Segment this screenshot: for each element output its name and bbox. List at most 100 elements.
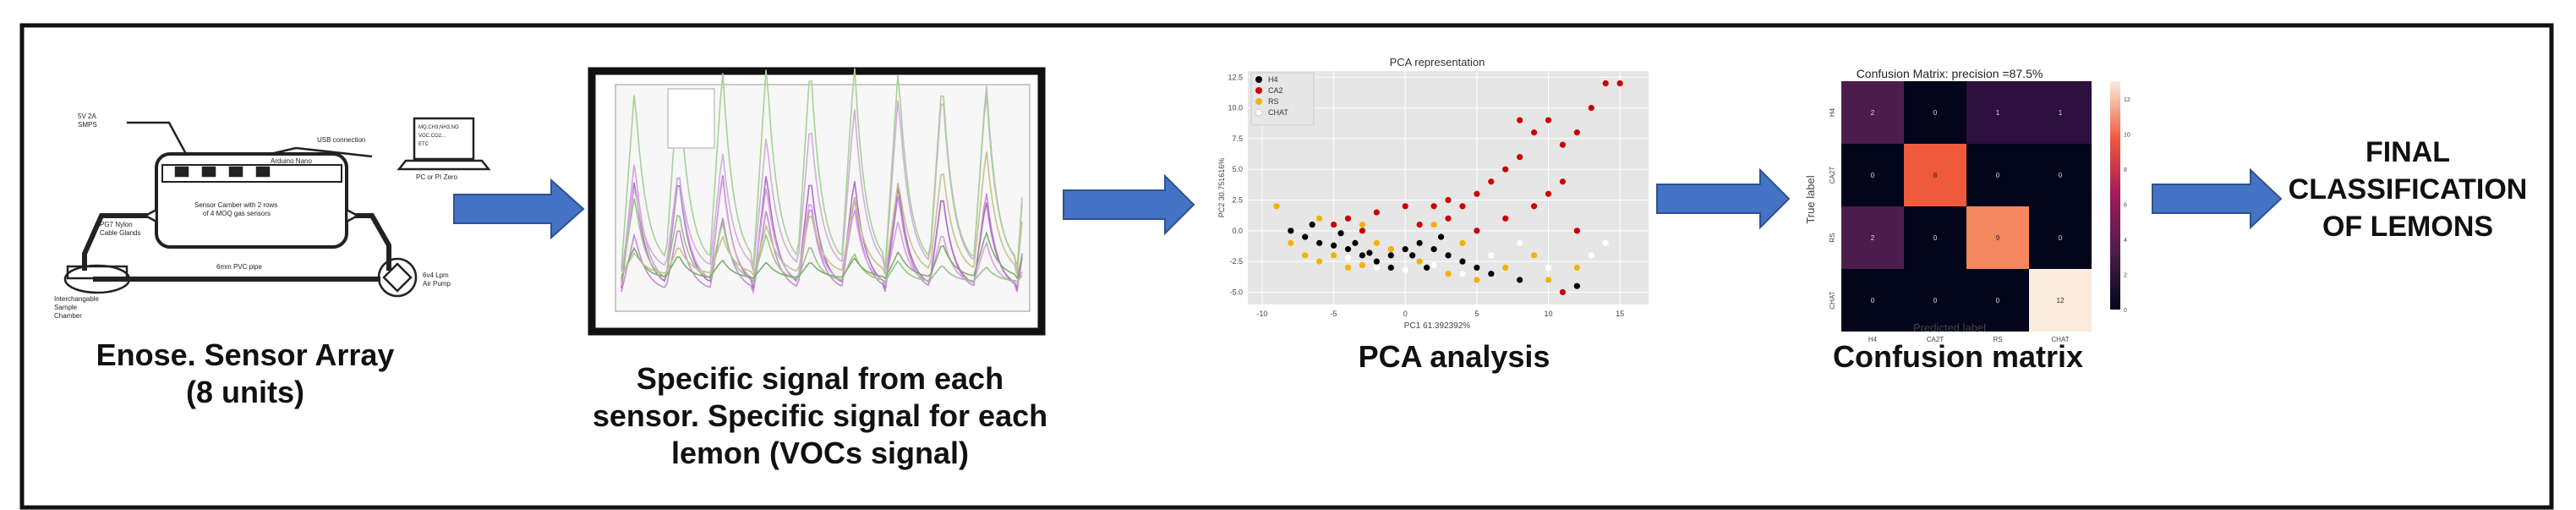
pca-point xyxy=(1359,221,1366,228)
pca-ytick: 0.0 xyxy=(1232,227,1243,235)
pca-ytick: 7.5 xyxy=(1232,134,1243,143)
pca-point xyxy=(1373,239,1380,246)
power-label-2: SMPS xyxy=(78,121,97,129)
final-line-1: FINAL xyxy=(2365,136,2451,168)
pca-point xyxy=(1309,221,1315,228)
glands-label-2: Cable Glands xyxy=(100,229,140,237)
pca-point xyxy=(1337,230,1344,237)
confusion-caption: Confusion matrix xyxy=(1832,339,2083,374)
pca-point xyxy=(1288,228,1294,234)
pca-point xyxy=(1402,266,1408,273)
pca-point xyxy=(1474,264,1480,271)
pca-point xyxy=(1459,258,1466,265)
pca-point xyxy=(1474,190,1480,197)
signals-caption-line-2: sensor. Specific signal for each xyxy=(592,398,1048,433)
cm-xtick: RS xyxy=(1993,336,2002,343)
pca-point xyxy=(1316,239,1323,246)
cm-xtick: CA2T xyxy=(1927,336,1944,343)
pca-point xyxy=(1616,80,1623,87)
cm-cell-value: 2 xyxy=(1871,109,1875,117)
pca-xtick: -5 xyxy=(1331,310,1337,318)
sample-label-3: Chamber xyxy=(54,312,82,320)
cm-cell xyxy=(1904,81,1966,144)
signal-curve xyxy=(621,164,1023,288)
cm-cell xyxy=(1904,206,1966,269)
cm-cell xyxy=(1966,206,2029,269)
cm-cell-value: 0 xyxy=(1871,172,1875,179)
pca-point xyxy=(1474,228,1480,234)
signals-caption: Specific signal from each sensor. Specif… xyxy=(583,360,1057,472)
enose-schematic xyxy=(63,117,491,298)
cm-cell-value: 0 xyxy=(1996,297,2000,304)
pca-point xyxy=(1373,258,1380,265)
pipe-label: 6mm PVC pipe xyxy=(216,263,262,271)
cm-cell-value: 0 xyxy=(2059,172,2063,179)
pca-point xyxy=(1573,282,1580,289)
pca-point xyxy=(1344,246,1352,253)
legend-chat: CHAT xyxy=(1268,108,1288,117)
cm-cell-value: 0 xyxy=(1933,297,1938,304)
pca-chart: PCA representation -10 -5 0 5 10 15 12.5 10.0 7.… xyxy=(1217,56,1649,331)
cm-ytick: RS xyxy=(1829,233,1836,242)
enose-caption-line-1: Enose. Sensor Array xyxy=(96,337,395,372)
cm-ytick: CA2T xyxy=(1829,167,1836,184)
cm-cell-value: 9 xyxy=(1996,234,2000,242)
signal-chart xyxy=(588,67,1046,336)
screen-line-2: VOC,CO2... xyxy=(418,134,446,139)
colorbar-tick: 4 xyxy=(2124,238,2127,244)
pca-ytick: -2.5 xyxy=(1229,257,1243,266)
legend-ca2: CA2 xyxy=(1268,86,1283,95)
signal-curve xyxy=(621,175,1023,291)
pca-xtick: 15 xyxy=(1616,310,1624,318)
pca-point xyxy=(1545,117,1552,123)
signals-caption-line-3: lemon (VOCs signal) xyxy=(670,435,970,470)
colorbar-tick: 2 xyxy=(2124,272,2127,278)
flow-arrows xyxy=(453,167,2283,240)
pca-xtick: 5 xyxy=(1474,310,1479,318)
enose-labels: 5V 2A SMPS USB connection Arduino Nano S… xyxy=(54,112,459,320)
pca-point xyxy=(1545,277,1552,283)
cm-cell xyxy=(1966,144,2029,206)
pca-point xyxy=(1530,252,1538,259)
pca-point xyxy=(1588,104,1594,112)
pca-ytick: 5.0 xyxy=(1232,165,1243,173)
pca-point xyxy=(1588,252,1594,259)
signal-curve xyxy=(621,151,1023,277)
pca-point xyxy=(1330,242,1337,249)
cm-title: Confusion Matrix: precision =87.5% xyxy=(1857,67,2043,80)
cm-cell xyxy=(2029,144,2092,206)
pca-point xyxy=(1273,203,1280,210)
chamber-label-2: of 4 MOQ gas sensors xyxy=(203,210,271,217)
pca-point xyxy=(1573,129,1580,136)
final-line-2: CLASSIFICATION xyxy=(2288,173,2528,206)
pca-point xyxy=(1573,264,1580,271)
pca-point xyxy=(1545,190,1552,197)
pca-caption: PCA analysis xyxy=(1358,339,1551,374)
colorbar-tick: 6 xyxy=(2124,202,2127,208)
screen-line-1: MQ,CH3,NH3,NO xyxy=(418,125,459,130)
usb-label: USB connection xyxy=(317,136,365,144)
enose-caption-line-2: (8 units) xyxy=(186,374,304,409)
pca-point xyxy=(1387,264,1394,271)
pca-point xyxy=(1424,264,1430,271)
pca-title: PCA representation xyxy=(1390,56,1485,69)
signal-curve xyxy=(621,230,1023,281)
pca-point xyxy=(1416,239,1423,246)
pca-ytick: 10.0 xyxy=(1228,104,1243,112)
pca-point xyxy=(1502,215,1509,222)
pca-point xyxy=(1366,250,1373,256)
cm-cell xyxy=(1841,269,1904,332)
cm-cell xyxy=(1841,206,1904,269)
pca-xlabel: PC1 61.392392% xyxy=(1404,321,1471,331)
pca-point xyxy=(1502,166,1509,173)
signal-curve xyxy=(621,198,1023,283)
enose-caption: Enose. Sensor Array (8 units) xyxy=(76,337,414,411)
pca-legend: H4 CA2 RS CHAT xyxy=(1250,72,1315,126)
pca-point xyxy=(1416,258,1423,265)
arrow-3 xyxy=(1656,167,1791,230)
cm-colorbar xyxy=(2110,81,2120,310)
cm-cell xyxy=(2029,81,2092,144)
legend-marker-h4 xyxy=(1255,76,1262,83)
cm-cell-value: 0 xyxy=(1933,234,1938,242)
